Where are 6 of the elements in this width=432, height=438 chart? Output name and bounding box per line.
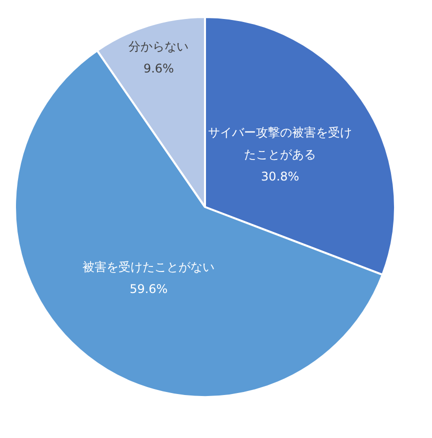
data-label: 59.6%: [130, 282, 168, 296]
slice-label: 分からない: [128, 39, 189, 54]
data-label: 30.8%: [261, 169, 300, 184]
slice-label: サイバー攻撃の被害を受けたことがある: [208, 125, 352, 162]
slice-label: 被害を受けたことがない: [82, 260, 215, 274]
data-label: 9.6%: [143, 61, 174, 76]
